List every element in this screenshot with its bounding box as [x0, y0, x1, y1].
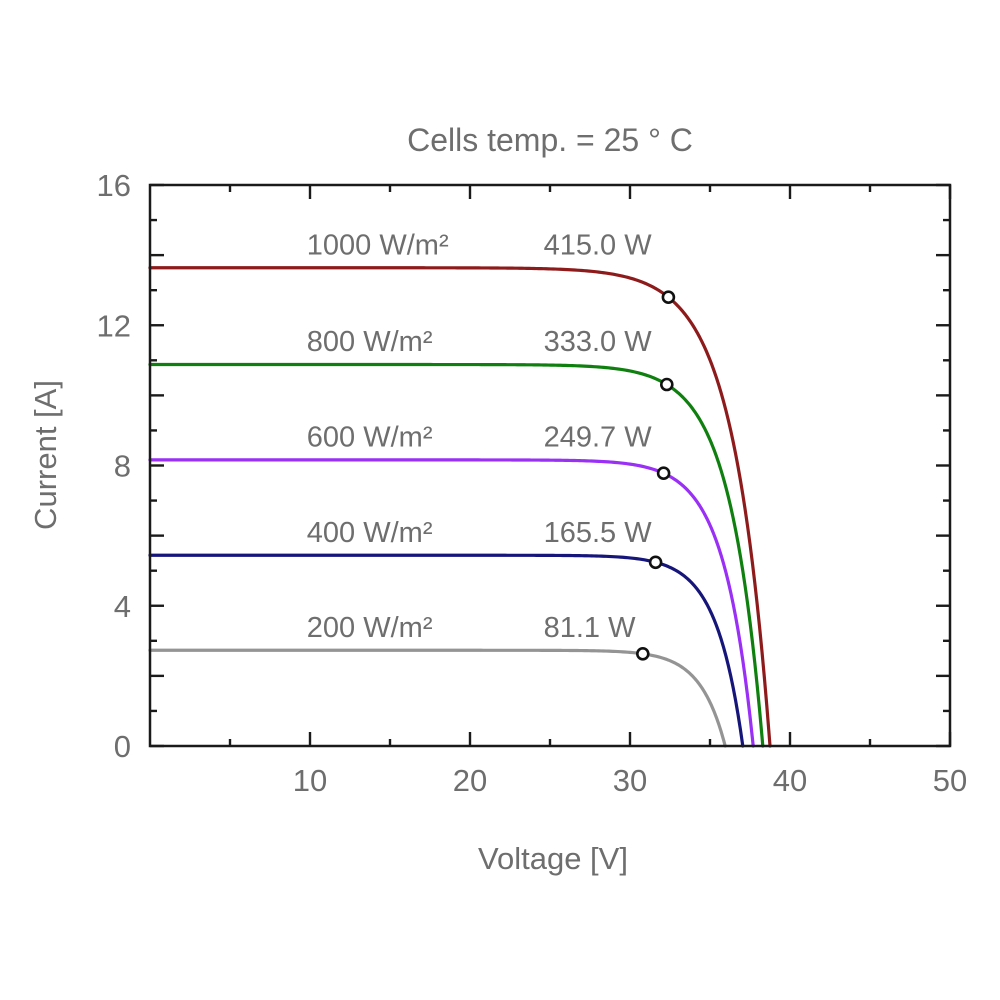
- iv-curve-600: [148, 458, 755, 748]
- max-power-label-200: 81.1 W: [544, 612, 636, 644]
- irradiance-label-600: 600 W/m²: [307, 421, 433, 453]
- y-tick-label: 16: [97, 168, 131, 203]
- irradiance-label-800: 800 W/m²: [307, 326, 433, 358]
- chart-title: Cells temp. = 25 ° C: [407, 122, 693, 158]
- irradiance-label-1000: 1000 W/m²: [307, 229, 449, 261]
- mpp-marker-800: [659, 377, 674, 392]
- mpp-markers: [635, 290, 676, 661]
- x-tick-label: 50: [933, 763, 967, 798]
- iv-curve-400: [148, 553, 745, 748]
- iv-curve-200: [148, 648, 727, 748]
- iv-curve-1000: [148, 266, 772, 748]
- irradiance-label-200: 200 W/m²: [307, 612, 433, 644]
- axis-tick-labels: 10 20 30 40 50 0 4 8 12 16: [97, 168, 968, 798]
- y-axis-label: Current [A]: [28, 380, 63, 530]
- x-tick-label: 10: [293, 763, 327, 798]
- mpp-marker-1000: [661, 290, 676, 305]
- mpp-marker-400: [648, 555, 663, 570]
- max-power-label-1000: 415.0 W: [544, 229, 653, 261]
- y-tick-label: 12: [97, 308, 131, 343]
- mpp-marker-600: [656, 466, 671, 481]
- x-axis-label: Voltage [V]: [478, 841, 628, 876]
- irradiance-label-400: 400 W/m²: [307, 517, 433, 549]
- plot-frame: [148, 183, 952, 748]
- x-tick-label: 40: [773, 763, 807, 798]
- y-tick-label: 0: [114, 729, 131, 764]
- curve-annotations: 1000 W/m² 415.0 W 800 W/m² 333.0 W 600 W/m² 2…: [307, 229, 652, 644]
- max-power-label-800: 333.0 W: [544, 326, 653, 358]
- x-tick-label: 30: [613, 763, 647, 798]
- y-tick-label: 8: [114, 449, 131, 484]
- iv-curves: [148, 266, 772, 748]
- mpp-marker-200: [635, 646, 650, 661]
- max-power-label-600: 249.7 W: [544, 421, 653, 453]
- x-tick-label: 20: [453, 763, 487, 798]
- max-power-label-400: 165.5 W: [544, 517, 653, 549]
- y-tick-label: 4: [114, 589, 131, 624]
